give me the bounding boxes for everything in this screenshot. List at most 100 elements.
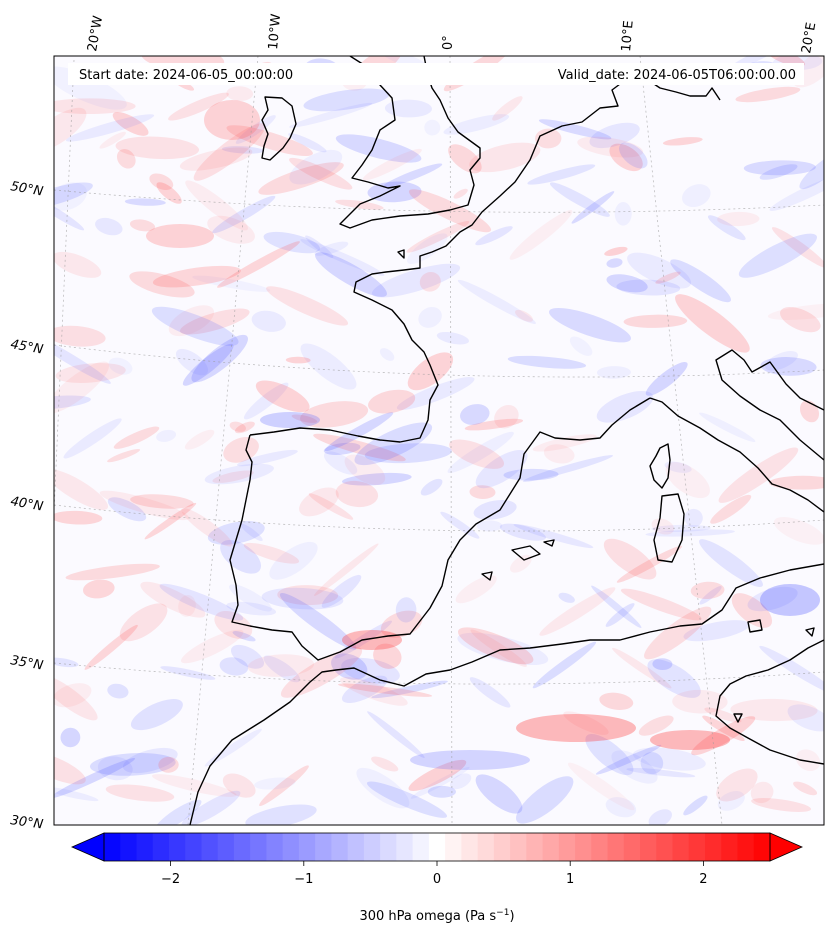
omega-contour-blob [367, 181, 422, 203]
omega-contour-blob [151, 774, 237, 797]
omega-contour-blob [99, 131, 126, 149]
omega-contour-blob [300, 401, 369, 428]
colorbar-extend-max [769, 832, 803, 862]
omega-contour-blob [604, 246, 628, 256]
omega-contour-blob [427, 785, 456, 798]
omega-contour-blob [180, 308, 250, 335]
lon-label-20e: 20°E [799, 21, 819, 54]
omega-contour-blob [492, 96, 523, 121]
omega-strong-feature [146, 224, 214, 248]
omega-contour-blob [718, 447, 799, 503]
omega-contour-blob [623, 314, 688, 328]
omega-contour-blob [532, 641, 597, 689]
omega-contour-blob [717, 211, 760, 227]
omega-contour-blob [243, 542, 300, 564]
omega-contour-blob [707, 215, 746, 241]
omega-contour-blob [614, 202, 632, 226]
omega-contour-blob [558, 592, 575, 603]
omega-contour-blob [107, 497, 147, 522]
omega-contour-blob [156, 429, 177, 442]
omega-contour-blob [513, 524, 594, 549]
coast-ibiza [481, 571, 493, 581]
omega-contour-blob [314, 543, 379, 596]
omega-contour-blob [55, 363, 126, 383]
colorbar-cell [396, 833, 414, 861]
colorbar-cell [753, 833, 771, 861]
omega-contour-blob [321, 574, 362, 608]
omega-contour-blob [289, 157, 353, 190]
omega-contour-blob [113, 426, 160, 449]
omega-contour-blob [54, 182, 93, 210]
omega-contour-blob [338, 683, 433, 697]
omega-contour-blob [476, 520, 503, 532]
colorbar-cell [363, 833, 381, 861]
omega-contour-blob [335, 480, 379, 508]
omega-contour-blob [366, 781, 448, 818]
omega-contour-blob [599, 692, 634, 710]
omega-contour-blob [458, 627, 534, 665]
omega-contour-blob [364, 443, 452, 464]
omega-contour-blob [396, 377, 475, 410]
lat-label-50n: 50°N [9, 179, 44, 200]
coast-iberia [229, 397, 651, 661]
omega-contour-blob [759, 645, 824, 695]
info-box [68, 63, 804, 85]
omega-contour-blob [229, 584, 272, 612]
omega-contour-blob [192, 275, 271, 292]
omega-contour-blob [344, 454, 386, 485]
omega-contour-blob [527, 164, 596, 185]
omega-contour-blob [683, 795, 708, 816]
omega-contour-blob [235, 115, 276, 144]
omega-contour-blob [596, 366, 631, 379]
omega-contour-blob [261, 587, 344, 610]
omega-contour-blob [269, 541, 318, 580]
omega-contour-blob [460, 404, 490, 425]
omega-contour-blob [760, 357, 817, 376]
coast-italy [649, 397, 824, 513]
omega-contour-blob [424, 119, 441, 136]
omega-contour-blob [683, 620, 750, 642]
colorbar-tick-label: 1 [566, 872, 574, 887]
omega-contour-blob [577, 136, 644, 158]
omega-contour-blob [54, 683, 92, 708]
colorbar-cell [493, 833, 511, 861]
colorbar-cell [331, 833, 349, 861]
omega-contour-blob [230, 644, 265, 669]
colorbar-title: 300 hPa omega (Pa s−1) [359, 908, 514, 924]
omega-contour-blob [124, 198, 166, 206]
omega-contour-blob [314, 241, 349, 256]
omega-contour-blob [627, 252, 692, 289]
lat-label-35n: 35°N [9, 653, 44, 674]
omega-contour-blob [54, 107, 87, 152]
omega-contour-blob [672, 689, 728, 714]
omega-contour-blob [207, 215, 255, 244]
colorbar-cell [623, 833, 641, 861]
omega-contour-blob [130, 699, 183, 731]
omega-contour-blob [457, 632, 549, 666]
omega-contour-blob [620, 588, 702, 621]
omega-contour-blob [591, 585, 642, 628]
omega-contour-blob [299, 487, 339, 517]
colorbar-cell [737, 833, 755, 861]
omega-contour-blob [449, 773, 472, 790]
omega-contour-blob [335, 134, 422, 163]
omega-contour-blob [684, 508, 703, 528]
omega-contour-blob [191, 334, 248, 383]
omega-contour-blob [82, 579, 115, 599]
omega-contour-blob [787, 704, 824, 732]
omega-contour-blob [367, 711, 425, 758]
omega-contour-blob [395, 597, 417, 623]
omega-contour-blob [108, 357, 133, 375]
omega-contour-blob [300, 343, 357, 390]
omega-contour-blob [300, 239, 385, 276]
omega-contour-blob [603, 538, 657, 580]
lon-label-10e: 10°E [619, 20, 637, 52]
omega-contour-blob [116, 149, 136, 169]
omega-contour-blob [207, 521, 265, 545]
omega-contour-blob [212, 470, 254, 483]
omega-contour-blob [759, 164, 798, 180]
omega-contour-blob [418, 306, 442, 328]
colorbar-cell [591, 833, 609, 861]
colorbar-cell [347, 833, 365, 861]
omega-contour-blob [751, 798, 812, 812]
